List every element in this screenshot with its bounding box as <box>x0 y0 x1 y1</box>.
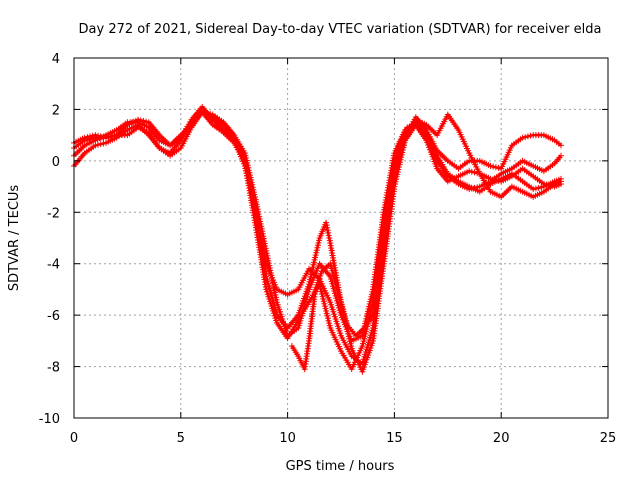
plot-frame <box>73 57 609 419</box>
y-tick-label: 4 <box>52 52 60 67</box>
y-tick-label: -10 <box>39 412 60 427</box>
x-tick-label: 10 <box>279 431 296 446</box>
x-tick-label: 15 <box>386 431 403 446</box>
series-track-5 <box>288 121 564 373</box>
x-tick-label: 20 <box>493 431 510 446</box>
y-tick-label: -6 <box>47 309 60 324</box>
x-tick-labels: 0 5 10 15 20 25 <box>70 431 616 446</box>
y-tick-label: -4 <box>47 258 60 273</box>
y-tick-labels: -10 -8 -6 -4 -2 0 2 4 <box>39 52 60 427</box>
y-axis-label: SDTVAR / TECUs <box>7 185 22 292</box>
x-axis-label: GPS time / hours <box>286 459 395 474</box>
y-tick-label: -8 <box>47 361 60 376</box>
x-tick-label: 25 <box>600 431 617 446</box>
y-tick-label: 2 <box>52 103 60 118</box>
y-tick-label: -2 <box>47 206 60 221</box>
chart-title: Day 272 of 2021, Sidereal Day-to-day VTE… <box>79 22 602 37</box>
grid-lines <box>74 58 608 418</box>
y-tick-label: 0 <box>52 155 60 170</box>
tick-marks <box>73 57 609 419</box>
series-markers <box>288 121 564 373</box>
x-tick-label: 0 <box>70 431 78 446</box>
x-tick-label: 5 <box>177 431 185 446</box>
series-layer <box>71 103 564 375</box>
